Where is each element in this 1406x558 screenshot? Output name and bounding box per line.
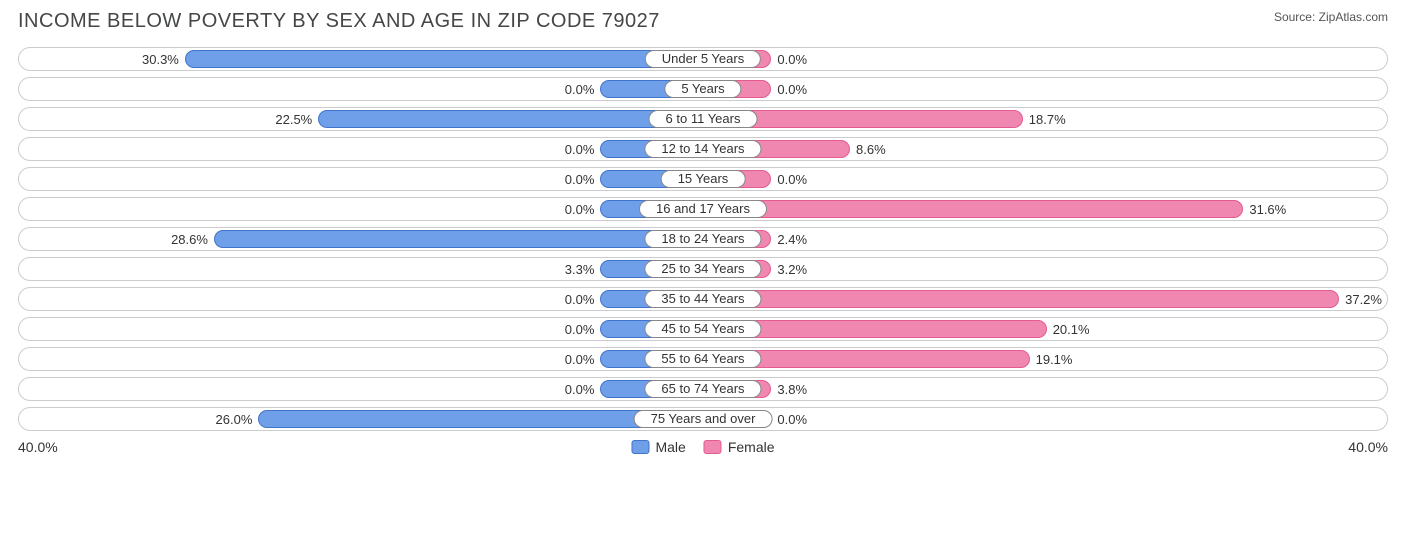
age-category-label: 5 Years [664,80,741,98]
chart-row: 0.0% 8.6% 12 to 14 Years [18,137,1388,161]
chart-footer: 40.0% Male Female 40.0% [18,439,1388,459]
male-bar [214,230,703,248]
female-value: 0.0% [777,78,807,102]
age-category-label: 25 to 34 Years [644,260,761,278]
age-category-label: 55 to 64 Years [644,350,761,368]
male-value: 22.5% [275,108,312,132]
age-category-label: 65 to 74 Years [644,380,761,398]
male-value: 0.0% [565,168,595,192]
male-bar [185,50,703,68]
chart-row: 0.0% 3.8% 65 to 74 Years [18,377,1388,401]
legend-female: Female [704,439,775,455]
legend-female-label: Female [728,439,775,455]
female-value: 0.0% [777,168,807,192]
female-value: 37.2% [1345,288,1382,312]
male-value: 0.0% [565,138,595,162]
chart-row: 0.0% 31.6% 16 and 17 Years [18,197,1388,221]
female-value: 31.6% [1249,198,1286,222]
chart-row: 3.3% 3.2% 25 to 34 Years [18,257,1388,281]
chart-row: 22.5% 18.7% 6 to 11 Years [18,107,1388,131]
legend-male-label: Male [655,439,685,455]
chart-row: 26.0% 0.0%75 Years and over [18,407,1388,431]
age-category-label: 16 and 17 Years [639,200,767,218]
age-category-label: 35 to 44 Years [644,290,761,308]
male-value: 30.3% [142,48,179,72]
male-value: 0.0% [565,348,595,372]
female-value: 20.1% [1053,318,1090,342]
age-category-label: 75 Years and over [634,410,773,428]
male-value: 0.0% [565,378,595,402]
female-value: 19.1% [1036,348,1073,372]
chart-header: INCOME BELOW POVERTY BY SEX AND AGE IN Z… [18,10,1388,33]
age-category-label: Under 5 Years [645,50,761,68]
chart-legend: Male Female [631,439,774,455]
female-value: 3.8% [777,378,807,402]
male-bar [318,110,703,128]
male-swatch-icon [631,440,649,454]
chart-row: 0.0% 0.0% 15 Years [18,167,1388,191]
chart-row: 0.0% 37.2% 35 to 44 Years [18,287,1388,311]
female-value: 2.4% [777,228,807,252]
age-category-label: 6 to 11 Years [649,110,758,128]
female-bar [703,200,1243,218]
female-bar [703,290,1339,308]
axis-max-right: 40.0% [1348,439,1388,455]
axis-max-left: 40.0% [18,439,58,455]
male-value: 3.3% [565,258,595,282]
poverty-by-sex-age-chart: INCOME BELOW POVERTY BY SEX AND AGE IN Z… [0,0,1406,467]
chart-source: Source: ZipAtlas.com [1274,10,1388,24]
chart-row: 0.0% 0.0% 5 Years [18,77,1388,101]
legend-male: Male [631,439,685,455]
chart-row: 0.0% 19.1% 55 to 64 Years [18,347,1388,371]
chart-row: 28.6% 2.4% 18 to 24 Years [18,227,1388,251]
female-swatch-icon [704,440,722,454]
age-category-label: 12 to 14 Years [644,140,761,158]
male-value: 26.0% [216,408,253,432]
male-value: 0.0% [565,288,595,312]
male-value: 28.6% [171,228,208,252]
age-category-label: 45 to 54 Years [644,320,761,338]
chart-row: 30.3% 0.0% Under 5 Years [18,47,1388,71]
chart-title: INCOME BELOW POVERTY BY SEX AND AGE IN Z… [18,10,660,33]
female-value: 3.2% [777,258,807,282]
male-value: 0.0% [565,198,595,222]
chart-row: 0.0% 20.1% 45 to 54 Years [18,317,1388,341]
female-value: 18.7% [1029,108,1066,132]
male-value: 0.0% [565,78,595,102]
age-category-label: 18 to 24 Years [644,230,761,248]
female-value: 8.6% [856,138,886,162]
female-value: 0.0% [777,408,807,432]
male-value: 0.0% [565,318,595,342]
age-category-label: 15 Years [661,170,746,188]
chart-rows: 30.3% 0.0% Under 5 Years 0.0% 0.0% 5 Years 22.… [18,47,1388,431]
female-value: 0.0% [777,48,807,72]
